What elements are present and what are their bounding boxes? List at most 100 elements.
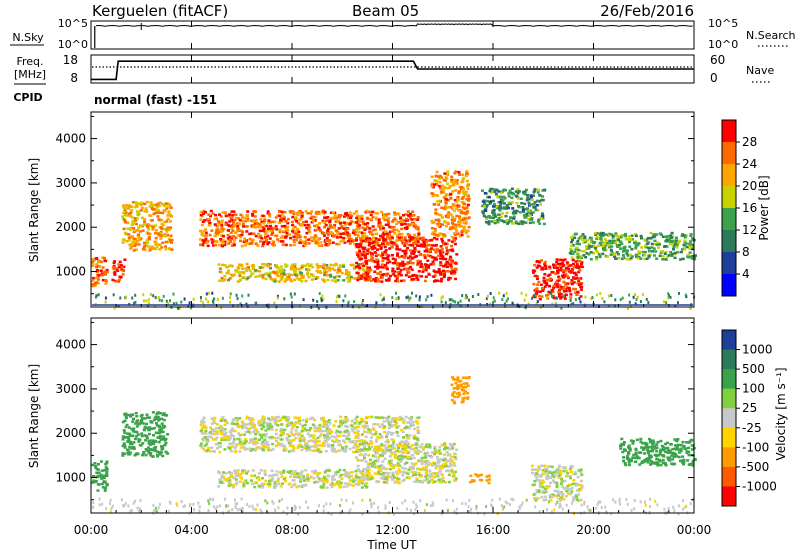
clutter-cell: [430, 293, 433, 297]
scatter-cell: [306, 268, 310, 271]
scatter-cell: [376, 272, 380, 275]
scatter-cell: [117, 278, 121, 281]
scatter-cell: [280, 444, 284, 447]
scatter-cell: [392, 273, 396, 276]
scatter-cell: [346, 274, 350, 277]
scatter-cell: [202, 212, 205, 215]
scatter-cell: [562, 269, 566, 272]
scatter-cell: [252, 210, 256, 213]
scatter-cell: [322, 278, 326, 282]
scatter-cell: [234, 231, 237, 235]
scatter-cell: [279, 269, 283, 272]
scatter-cell: [248, 441, 252, 444]
scatter-cell: [384, 278, 388, 282]
scatter-cell: [378, 425, 382, 429]
scatter-cell: [461, 173, 465, 176]
scatter-cell: [317, 244, 321, 248]
scatter-cell: [252, 430, 256, 434]
scatter-cell: [254, 269, 258, 272]
scatter-cell: [282, 449, 286, 452]
scatter-cell: [224, 471, 228, 475]
scatter-cell: [105, 270, 109, 274]
scatter-cell: [446, 251, 450, 254]
scatter-cell: [462, 218, 466, 221]
scatter-cell: [145, 422, 149, 426]
scatter-cell: [295, 426, 299, 429]
scatter-cell: [234, 216, 238, 220]
scatter-cell: [399, 279, 403, 283]
scatter-cell: [241, 222, 245, 226]
scatter-cell: [378, 270, 382, 274]
scatter-cell: [369, 242, 373, 245]
scatter-cell: [582, 254, 586, 257]
scatter-cell: [100, 272, 104, 275]
scatter-cell: [99, 473, 103, 477]
n-sky-label: N.Sky: [12, 31, 44, 44]
scatter-cell: [372, 423, 376, 426]
scatter-cell: [243, 216, 247, 220]
scatter-cell: [312, 436, 316, 439]
scatter-cell: [217, 231, 221, 234]
scatter-cell: [423, 243, 426, 246]
scatter-cell: [374, 238, 378, 241]
scatter-cell: [297, 432, 301, 436]
scatter-cell: [441, 240, 445, 243]
scatter-cell: [326, 425, 330, 428]
scatter-cell: [137, 438, 141, 441]
scatter-cell: [123, 452, 127, 456]
scatter-cell: [283, 476, 287, 480]
scatter-cell: [124, 416, 128, 420]
scatter-cell: [609, 248, 613, 252]
scatter-cell: [404, 439, 408, 443]
scatter-cell: [311, 445, 315, 448]
scatter-cell: [372, 240, 376, 243]
scatter-cell: [325, 267, 329, 270]
scatter-cell: [442, 185, 446, 189]
scatter-cell: [541, 198, 545, 202]
scatter-cell: [604, 249, 608, 252]
scatter-cell: [344, 471, 348, 474]
scatter-cell: [355, 251, 359, 254]
scatter-cell: [305, 238, 309, 242]
power-panel-bg: [91, 112, 694, 307]
scatter-cell: [342, 227, 346, 230]
scatter-cell: [235, 420, 239, 423]
scatter-cell: [630, 248, 634, 251]
scatter-cell: [356, 425, 360, 429]
scatter-cell: [535, 290, 539, 293]
scatter-cell: [371, 233, 375, 236]
scatter-cell: [655, 233, 659, 236]
scatter-cell: [556, 266, 559, 270]
scatter-cell: [323, 479, 327, 482]
scatter-cell: [661, 235, 665, 238]
scatter-cell: [150, 207, 154, 210]
scatter-cell: [202, 234, 206, 237]
scatter-cell: [128, 453, 132, 456]
scatter-cell: [316, 429, 320, 433]
scatter-cell: [393, 232, 397, 235]
scatter-cell: [425, 443, 429, 446]
scatter-cell: [401, 264, 405, 267]
scatter-cell: [244, 426, 248, 429]
scatter-cell: [347, 434, 351, 437]
scatter-cell: [389, 274, 392, 278]
scatter-cell: [337, 483, 341, 486]
scatter-cell: [280, 274, 284, 277]
scatter-cell: [215, 423, 219, 426]
scatter-cell: [150, 245, 154, 248]
scatter-cell: [152, 426, 156, 430]
scatter-cell: [99, 460, 103, 463]
scatter-cell: [233, 437, 237, 441]
scatter-cell: [266, 227, 270, 231]
scatter-cell: [327, 445, 331, 448]
clutter-cell: [572, 302, 575, 306]
scatter-cell: [360, 214, 364, 218]
scatter-cell: [338, 430, 342, 434]
scatter-cell: [368, 241, 372, 245]
clutter-cell: [202, 301, 205, 305]
scatter-cell: [378, 432, 382, 436]
scatter-cell: [325, 438, 329, 442]
scatter-cell: [371, 210, 375, 214]
scatter-cell: [342, 265, 346, 268]
scatter-cell: [362, 237, 365, 240]
